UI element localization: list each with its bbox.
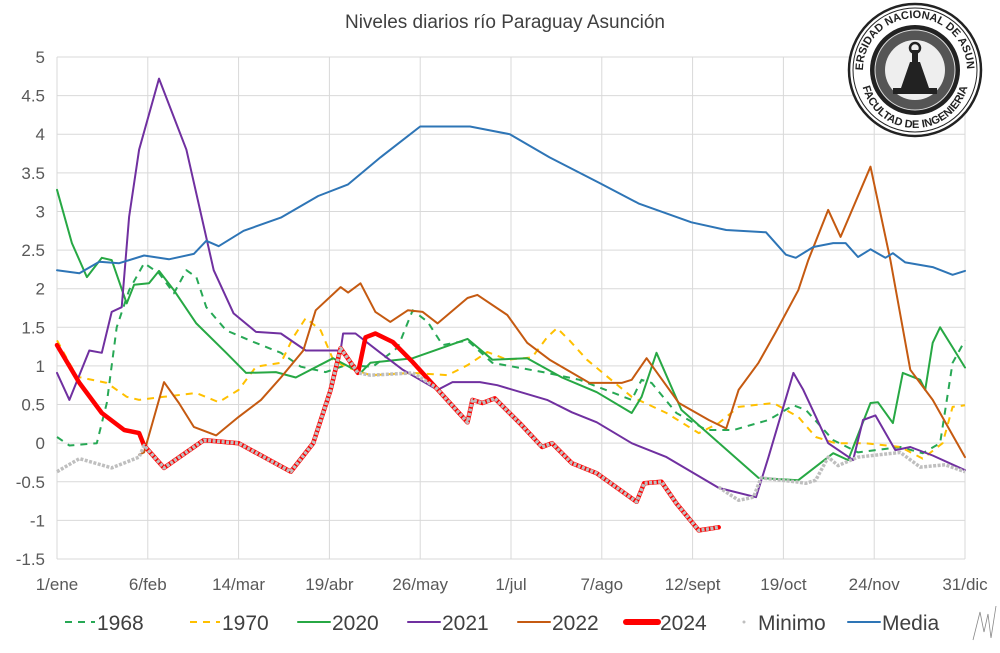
- series-line-2024: [54, 331, 721, 533]
- series-line-media: [56, 125, 966, 276]
- university-seal-logo: UNIVERSIDAD NACIONAL DE ASUNCION FACULTA…: [847, 2, 983, 138]
- y-tick-label: 1.5: [21, 318, 45, 337]
- legend-item-media: Media: [847, 612, 940, 635]
- y-tick-label: 4: [36, 125, 45, 144]
- x-tick-label: 14/mar: [212, 575, 265, 594]
- chart-title: Niveles diarios río Paraguay Asunción: [345, 12, 665, 33]
- y-tick-label: -1.5: [16, 550, 45, 569]
- y-axis-ticks: 5 4.5 4 3.5 3 2.5 2 1.5 1 0.5 0 -0.5 -1 -1.5: [16, 48, 45, 569]
- series-line-2022: [138, 165, 966, 459]
- y-tick-label: -1: [30, 511, 45, 530]
- y-tick-label: 0.5: [21, 396, 45, 415]
- y-tick-label: 4.5: [21, 87, 45, 106]
- x-tick-label: 12/sept: [665, 575, 721, 594]
- legend-swatch: [742, 620, 746, 624]
- legend-item-2021: 2021: [407, 612, 489, 635]
- legend-label: Minimo: [758, 612, 826, 635]
- x-tick-label: 7/ago: [581, 575, 624, 594]
- x-axis-ticks: 1/ene 6/feb 14/mar 19/abr 26/may 1/jul 7/ago 12…: [36, 575, 988, 594]
- y-tick-label: 3: [36, 202, 45, 221]
- x-tick-label: 31/dic: [942, 575, 988, 594]
- legend-label: 2022: [552, 612, 599, 635]
- x-tick-label: 19/oct: [760, 575, 807, 594]
- y-tick-label: 1: [36, 357, 45, 376]
- x-tick-label: 1/ene: [36, 575, 79, 594]
- legend-label: 2021: [442, 612, 489, 635]
- x-tick-label: 6/feb: [129, 575, 167, 594]
- y-tick-label: 5: [36, 48, 45, 67]
- legend-label: 2020: [332, 612, 379, 635]
- legend-label: 1970: [222, 612, 269, 635]
- x-tick-label: 24/nov: [849, 575, 901, 594]
- legend-item-2020: 2020: [297, 612, 379, 635]
- signature-mark: [972, 605, 997, 641]
- series-line-minimo: [56, 346, 966, 533]
- series-line-2021: [56, 77, 966, 499]
- legend-item-minimo: Minimo: [742, 612, 826, 635]
- legend-item-1968: 1968: [65, 612, 144, 635]
- y-tick-label: 2.5: [21, 241, 45, 260]
- x-tick-label: 1/jul: [495, 575, 526, 594]
- legend-item-2024: 2024: [623, 612, 707, 635]
- legend-item-1970: 1970: [190, 612, 269, 635]
- series-line-1968: [56, 262, 966, 455]
- legend-label: Media: [882, 612, 940, 635]
- y-tick-label: -0.5: [16, 473, 45, 492]
- series-line-1970: [56, 317, 966, 460]
- x-tick-label: 26/may: [392, 575, 448, 594]
- series-lines: [54, 77, 966, 533]
- y-tick-label: 3.5: [21, 164, 45, 183]
- series-line-2020: [56, 188, 966, 482]
- y-tick-label: 0: [36, 434, 45, 453]
- legend-item-2022: 2022: [517, 612, 599, 635]
- legend-label: 2024: [660, 612, 707, 635]
- y-tick-label: 2: [36, 280, 45, 299]
- x-tick-label: 19/abr: [305, 575, 354, 594]
- legend: 1968 1970 2020 2021 2022 2024 Minimo Media: [65, 612, 940, 635]
- legend-label: 1968: [97, 612, 144, 635]
